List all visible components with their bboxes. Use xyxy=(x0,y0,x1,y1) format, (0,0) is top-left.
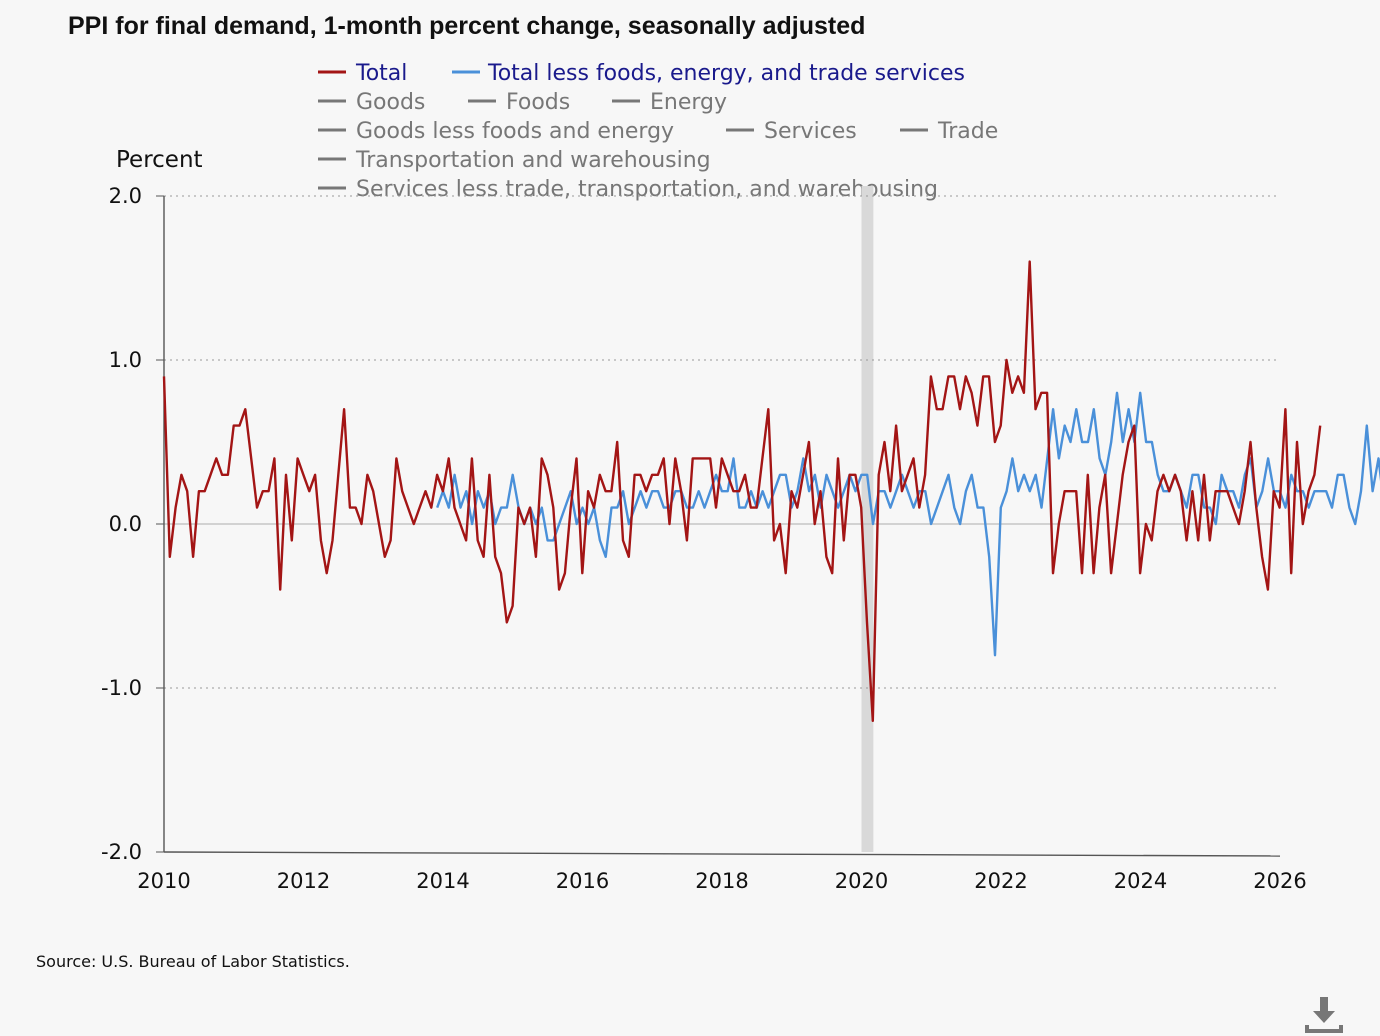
x-tick-label: 2010 xyxy=(137,869,190,893)
series-line xyxy=(162,260,1322,722)
y-tick-label: 0.0 xyxy=(109,512,142,536)
x-tick-label: 2022 xyxy=(974,869,1027,893)
series-lines xyxy=(162,260,1380,722)
legend-item[interactable]: Services xyxy=(726,119,857,144)
x-tick-label: 2016 xyxy=(556,869,609,893)
chart-title: PPI for final demand, 1-month percent ch… xyxy=(68,12,865,40)
x-tick-label: 2012 xyxy=(277,869,330,893)
legend-label: Total less foods, energy, and trade serv… xyxy=(487,61,965,86)
recession-shading xyxy=(861,186,874,852)
series-line xyxy=(436,391,1380,657)
legend-label: Trade xyxy=(937,119,998,144)
y-tick-label: -1.0 xyxy=(101,676,142,700)
axes xyxy=(163,196,1281,857)
y-axis-title: Percent xyxy=(116,147,203,173)
x-tick-label: 2018 xyxy=(695,869,748,893)
legend-label: Services xyxy=(764,119,857,144)
legend-item[interactable]: Transportation and warehousing xyxy=(318,148,711,173)
legend-item[interactable]: Trade xyxy=(900,119,998,144)
y-tick-label: 2.0 xyxy=(109,184,142,208)
legend-item[interactable]: Goods less foods and energy xyxy=(318,119,674,144)
download-button[interactable] xyxy=(1304,995,1344,1035)
y-tick-labels: 2.0 1.0 0.0 -1.0 -2.0 xyxy=(101,184,164,864)
legend-label: Services less trade, transportation, and… xyxy=(356,177,938,202)
legend-item[interactable]: Foods xyxy=(468,90,570,115)
legend-item[interactable]: Total xyxy=(318,61,407,86)
legend-item[interactable]: Services less trade, transportation, and… xyxy=(318,177,938,202)
legend-label: Foods xyxy=(506,90,570,115)
legend-label: Transportation and warehousing xyxy=(355,148,711,173)
y-tick-label: -2.0 xyxy=(101,840,142,864)
legend-item[interactable]: Energy xyxy=(612,90,727,115)
x-tick-labels: 2010 2012 2014 2016 2018 2020 2022 2024 2026 xyxy=(137,869,1306,893)
gridlines xyxy=(164,195,1280,689)
y-tick-label: 1.0 xyxy=(109,348,142,372)
download-icon xyxy=(1313,997,1335,1023)
x-axis-line xyxy=(163,851,1281,857)
recession-band xyxy=(861,186,874,852)
x-tick-label: 2024 xyxy=(1114,869,1167,893)
x-tick-label: 2026 xyxy=(1253,869,1306,893)
legend: Total Goods Foods Energy Goods less foods an… xyxy=(318,61,998,202)
x-tick-label: 2020 xyxy=(835,869,888,893)
legend-item[interactable]: Goods xyxy=(318,90,425,115)
legend-label: Goods xyxy=(356,90,425,115)
legend-item[interactable]: Total less foods, energy, and trade serv… xyxy=(452,61,965,86)
legend-label: Total xyxy=(355,61,407,86)
source-note: Source: U.S. Bureau of Labor Statistics. xyxy=(36,952,350,971)
legend-label: Energy xyxy=(650,90,727,115)
x-tick-label: 2014 xyxy=(416,869,469,893)
legend-label: Goods less foods and energy xyxy=(356,119,674,144)
